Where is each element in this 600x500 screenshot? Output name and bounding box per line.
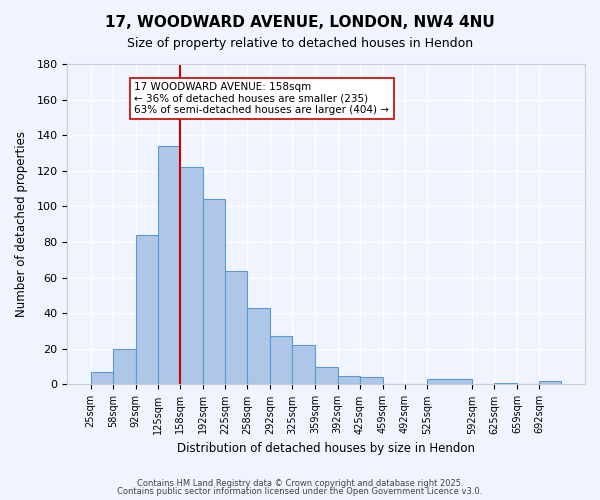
Bar (113, 349, 136, 384)
Bar (316, 366, 338, 384)
Y-axis label: Number of detached properties: Number of detached properties (15, 131, 28, 317)
Bar (247, 308, 270, 384)
X-axis label: Distribution of detached houses by size in Hendon: Distribution of detached houses by size … (177, 442, 475, 455)
Bar (180, 168, 203, 384)
Bar (427, 379, 472, 384)
Text: 17 WOODWARD AVENUE: 158sqm
← 36% of detached houses are smaller (235)
63% of sem: 17 WOODWARD AVENUE: 158sqm ← 36% of deta… (134, 82, 389, 115)
Bar (136, 235, 158, 384)
Text: Size of property relative to detached houses in Hendon: Size of property relative to detached ho… (127, 38, 473, 51)
Bar (338, 376, 360, 384)
Text: 17, WOODWARD AVENUE, LONDON, NW4 4NU: 17, WOODWARD AVENUE, LONDON, NW4 4NU (105, 15, 495, 30)
Bar (292, 346, 316, 385)
Bar (158, 146, 180, 384)
Text: Contains public sector information licensed under the Open Government Licence v3: Contains public sector information licen… (118, 487, 482, 496)
Bar (494, 382, 517, 384)
Bar (270, 336, 292, 384)
Bar (225, 270, 247, 384)
Bar (539, 381, 562, 384)
Bar (203, 200, 225, 384)
Text: Contains HM Land Registry data © Crown copyright and database right 2025.: Contains HM Land Registry data © Crown c… (137, 478, 463, 488)
Bar (360, 378, 383, 384)
Bar (91, 372, 113, 384)
